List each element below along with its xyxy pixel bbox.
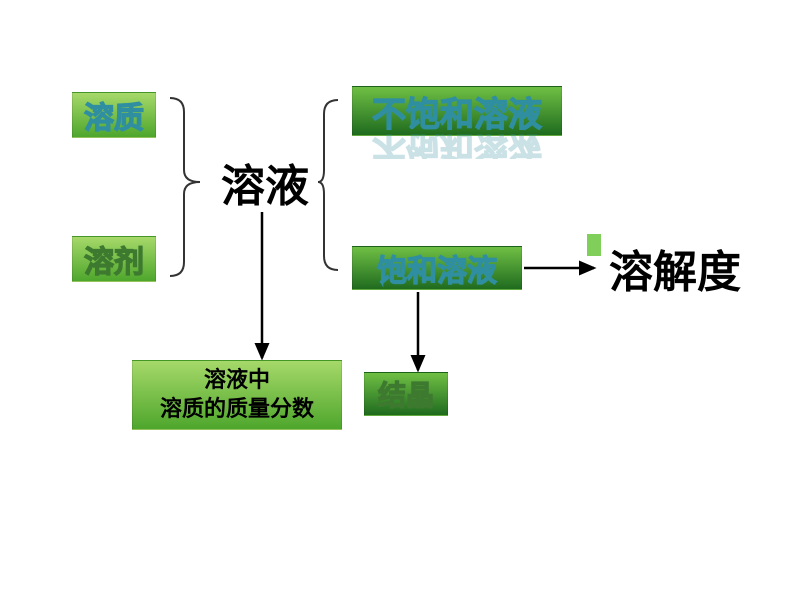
node-solvent: 溶剂 <box>72 236 156 282</box>
node-solvent-label: 溶剂 <box>84 237 144 281</box>
node-solubility-label: 溶解度 <box>609 236 741 300</box>
node-solution: 溶液 <box>210 152 320 212</box>
bracket-right <box>318 100 338 270</box>
node-unsaturated: 不饱和溶液 <box>352 86 562 136</box>
node-solute: 溶质 <box>72 92 156 138</box>
node-solute-label: 溶质 <box>84 93 144 137</box>
node-massfrac-label: 溶液中 溶质的质量分数 <box>160 366 314 423</box>
node-massfrac: 溶液中 溶质的质量分数 <box>132 360 342 430</box>
node-unsaturated-reflection: 不饱和溶液 <box>352 134 562 159</box>
bracket-left <box>170 98 200 276</box>
node-saturated: 饱和溶液 <box>352 246 522 290</box>
node-solution-label: 溶液 <box>221 150 309 214</box>
node-crystal-label: 结晶 <box>378 374 434 414</box>
node-solubility: 溶解度 <box>590 240 760 296</box>
node-saturated-label: 饱和溶液 <box>377 246 497 290</box>
node-unsaturated-label: 不饱和溶液 <box>372 87 542 136</box>
node-crystal: 结晶 <box>364 372 448 416</box>
